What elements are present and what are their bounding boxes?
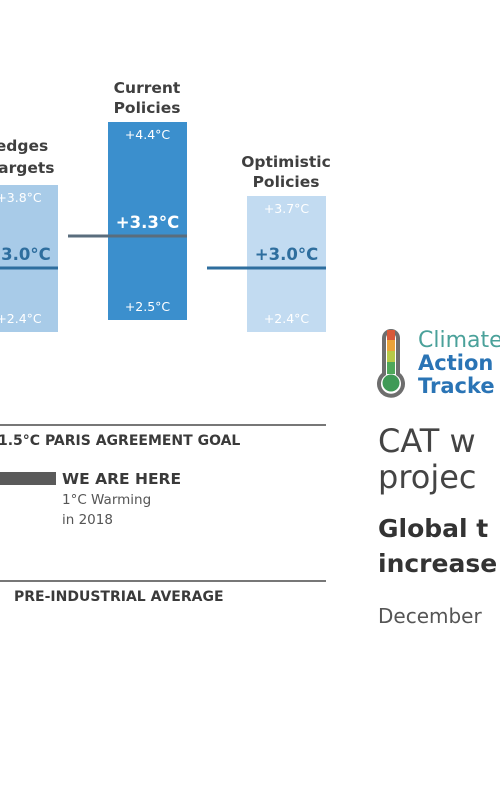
we-are-here-sub1: 1°C Warming	[62, 492, 151, 508]
low-label-pledges: +2.4°C	[0, 311, 42, 326]
logo-line2: Action	[418, 351, 493, 375]
title-line2: projec	[378, 458, 477, 496]
header-current-line2: Policies	[114, 99, 181, 117]
high-label-current: +4.4°C	[125, 127, 171, 142]
we-are-here-label: WE ARE HERE	[62, 470, 181, 488]
pre-industrial-label: PRE-INDUSTRIAL AVERAGE	[14, 589, 224, 605]
header-pledges-line1: edges	[0, 137, 48, 155]
logo-line1: Climate	[418, 328, 500, 353]
we-are-here-bar	[0, 472, 56, 485]
range-bar-current	[108, 122, 187, 320]
title-bold2: increase	[378, 549, 497, 578]
logo-line3: Tracke	[418, 374, 495, 398]
title-date: December	[378, 604, 482, 628]
thermometer-icon	[377, 329, 405, 398]
paris-goal-label: 1.5°C PARIS AGREEMENT GOAL	[0, 433, 240, 449]
low-label-optimistic: +2.4°C	[264, 311, 310, 326]
mid-label-current: +3.3°C	[116, 213, 179, 232]
range-bar-optimistic	[247, 196, 326, 332]
low-label-current: +2.5°C	[125, 299, 171, 314]
header-current-line1: Current	[114, 79, 181, 97]
header-optimistic-line2: Policies	[253, 173, 320, 191]
header-pledges-line2: Targets	[0, 159, 54, 177]
mid-label-pledges: +3.0°C	[0, 245, 51, 264]
range-bar-pledges	[0, 185, 58, 332]
high-label-pledges: +3.8°C	[0, 190, 42, 205]
mid-label-optimistic: +3.0°C	[255, 245, 318, 264]
high-label-optimistic: +3.7°C	[264, 201, 310, 216]
title-line1: CAT w	[378, 422, 476, 460]
title-bold1: Global t	[378, 514, 488, 543]
we-are-here-sub2: in 2018	[62, 512, 113, 528]
header-optimistic-line1: Optimistic	[241, 153, 331, 171]
